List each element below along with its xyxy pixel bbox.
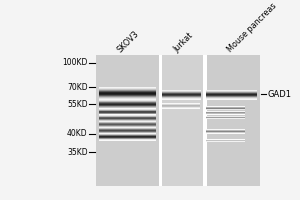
Bar	[206, 93, 257, 94]
Bar	[100, 92, 156, 93]
Bar	[100, 105, 156, 106]
Text: Jurkat: Jurkat	[172, 31, 195, 54]
Bar	[100, 106, 156, 107]
Bar	[206, 97, 257, 98]
Bar	[203, 55, 260, 186]
Bar	[162, 97, 200, 98]
Bar	[100, 87, 156, 88]
Bar	[100, 103, 156, 104]
Bar	[100, 104, 156, 105]
Text: SKOV3: SKOV3	[116, 29, 141, 54]
Bar	[100, 96, 156, 97]
Text: 40KD: 40KD	[67, 129, 88, 138]
Bar	[159, 55, 203, 186]
Bar	[100, 90, 156, 91]
Bar	[206, 91, 257, 92]
Bar	[162, 95, 200, 96]
Bar	[100, 99, 156, 100]
Bar	[162, 98, 200, 99]
Bar	[206, 90, 257, 91]
Bar	[206, 95, 257, 96]
Bar	[100, 89, 156, 90]
Bar	[100, 100, 156, 101]
Bar	[100, 102, 156, 103]
Text: 35KD: 35KD	[67, 148, 88, 157]
Bar	[100, 101, 156, 102]
Bar	[162, 99, 200, 100]
Bar	[100, 94, 156, 95]
Bar	[206, 96, 257, 97]
Bar	[100, 98, 156, 99]
Bar	[162, 94, 200, 95]
Bar	[97, 55, 159, 186]
Bar	[100, 107, 156, 108]
Bar	[100, 99, 156, 100]
Text: 100KD: 100KD	[62, 58, 88, 67]
Text: Mouse pancreas: Mouse pancreas	[225, 1, 278, 54]
Bar	[203, 55, 207, 186]
Bar	[206, 92, 257, 93]
Bar	[159, 55, 162, 186]
Bar	[100, 88, 156, 89]
Text: 70KD: 70KD	[67, 83, 88, 92]
Text: GAD1: GAD1	[267, 90, 291, 99]
Bar	[162, 90, 200, 91]
Bar	[162, 92, 200, 93]
Bar	[100, 108, 156, 109]
Bar	[100, 109, 156, 110]
Bar	[100, 97, 156, 98]
Bar	[100, 91, 156, 92]
Bar	[162, 93, 200, 94]
Bar	[206, 98, 257, 99]
Text: 55KD: 55KD	[67, 100, 88, 109]
Bar	[100, 93, 156, 94]
Bar	[206, 94, 257, 95]
Bar	[206, 99, 257, 100]
Bar	[162, 91, 200, 92]
Bar	[100, 95, 156, 96]
Bar	[162, 96, 200, 97]
